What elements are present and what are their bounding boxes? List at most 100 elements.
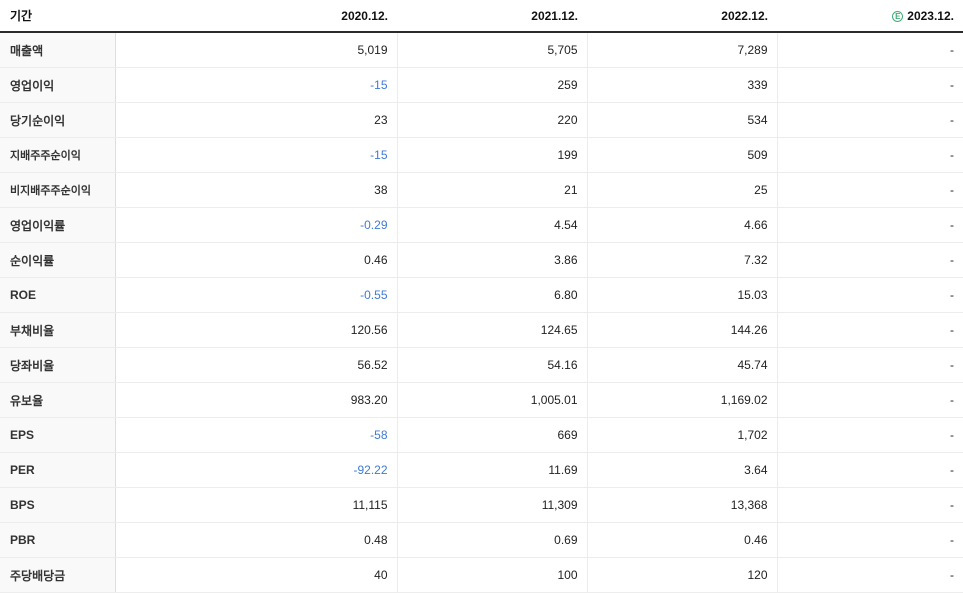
value-cell: 7,289	[587, 32, 778, 68]
row-label-controlling-net-income: 지배주주순이익	[0, 137, 116, 173]
table-row: ROE -0.55 6.80 15.03 -	[0, 277, 963, 313]
table-row: EPS -58 669 1,702 -	[0, 417, 963, 453]
row-label-roe: ROE	[0, 277, 116, 313]
col-header-2023-label: 2023.12.	[907, 8, 954, 23]
table-row: PBR 0.48 0.69 0.46 -	[0, 522, 963, 558]
value-cell: 669	[397, 417, 588, 453]
table-row: 순이익률 0.46 3.86 7.32 -	[0, 242, 963, 278]
value-cell: -	[777, 277, 963, 313]
value-cell: -	[777, 382, 963, 418]
value-cell: 11.69	[397, 452, 588, 488]
value-cell: 25	[587, 172, 778, 208]
value-cell: 3.64	[587, 452, 778, 488]
row-label-revenue: 매출액	[0, 32, 116, 68]
value-cell: -	[777, 312, 963, 348]
value-cell: -	[777, 487, 963, 523]
value-cell: 1,005.01	[397, 382, 588, 418]
value-cell: 0.69	[397, 522, 588, 558]
table-row: 당좌비율 56.52 54.16 45.74 -	[0, 347, 963, 383]
value-cell: 509	[587, 137, 778, 173]
value-cell: -	[777, 522, 963, 558]
row-label-net-income: 당기순이익	[0, 102, 116, 138]
value-cell: 199	[397, 137, 588, 173]
value-cell: 11,115	[115, 487, 398, 523]
value-cell: -	[777, 137, 963, 173]
value-cell: 54.16	[397, 347, 588, 383]
row-label-debt-ratio: 부채비율	[0, 312, 116, 348]
value-cell: -	[777, 452, 963, 488]
period-header: 기간	[0, 0, 115, 32]
value-cell: -	[777, 347, 963, 383]
header-row: 기간 2020.12. 2021.12. 2022.12. E 2023.12.	[0, 0, 963, 32]
row-label-reserve-ratio: 유보율	[0, 382, 116, 418]
value-cell: 534	[587, 102, 778, 138]
value-cell: 0.46	[587, 522, 778, 558]
value-cell: 220	[397, 102, 588, 138]
value-cell: 124.65	[397, 312, 588, 348]
col-header-2021: 2021.12.	[397, 0, 587, 32]
value-cell: -	[777, 32, 963, 68]
row-label-net-margin: 순이익률	[0, 242, 116, 278]
value-cell: 0.48	[115, 522, 398, 558]
value-cell: 120.56	[115, 312, 398, 348]
col-header-2020: 2020.12.	[115, 0, 397, 32]
estimate-icon: E	[892, 10, 904, 22]
table-row: 주당배당금 40 100 120 -	[0, 557, 963, 593]
value-cell: 1,169.02	[587, 382, 778, 418]
table-row: PER -92.22 11.69 3.64 -	[0, 452, 963, 488]
value-cell: 144.26	[587, 312, 778, 348]
table-row: 지배주주순이익 -15 199 509 -	[0, 137, 963, 173]
value-cell: 15.03	[587, 277, 778, 313]
row-label-bps: BPS	[0, 487, 116, 523]
value-cell: -15	[115, 67, 398, 103]
value-cell: -	[777, 417, 963, 453]
value-cell: -	[777, 67, 963, 103]
value-cell: 5,019	[115, 32, 398, 68]
value-cell: -	[777, 557, 963, 593]
row-label-per: PER	[0, 452, 116, 488]
value-cell: 4.54	[397, 207, 588, 243]
value-cell: 1,702	[587, 417, 778, 453]
table-row: 유보율 983.20 1,005.01 1,169.02 -	[0, 382, 963, 418]
value-cell: -	[777, 102, 963, 138]
value-cell: 21	[397, 172, 588, 208]
value-cell: 100	[397, 557, 588, 593]
value-cell: 259	[397, 67, 588, 103]
col-header-2023-estimate: E 2023.12.	[777, 0, 963, 32]
value-cell: 5,705	[397, 32, 588, 68]
value-cell: 23	[115, 102, 398, 138]
value-cell: 45.74	[587, 347, 778, 383]
value-cell: 56.52	[115, 347, 398, 383]
table-row: 당기순이익 23 220 534 -	[0, 102, 963, 138]
value-cell: -92.22	[115, 452, 398, 488]
value-cell: -58	[115, 417, 398, 453]
col-header-2022: 2022.12.	[587, 0, 777, 32]
value-cell: -	[777, 207, 963, 243]
row-label-operating-margin: 영업이익률	[0, 207, 116, 243]
value-cell: 6.80	[397, 277, 588, 313]
value-cell: -0.55	[115, 277, 398, 313]
value-cell: -	[777, 172, 963, 208]
table-row: BPS 11,115 11,309 13,368 -	[0, 487, 963, 523]
value-cell: 4.66	[587, 207, 778, 243]
value-cell: -0.29	[115, 207, 398, 243]
row-label-dividend-per-share: 주당배당금	[0, 557, 116, 593]
table-row: 매출액 5,019 5,705 7,289 -	[0, 32, 963, 68]
table-row: 영업이익률 -0.29 4.54 4.66 -	[0, 207, 963, 243]
value-cell: 11,309	[397, 487, 588, 523]
value-cell: -	[777, 242, 963, 278]
row-label-non-controlling-net-income: 비지배주주순이익	[0, 172, 116, 208]
row-label-pbr: PBR	[0, 522, 116, 558]
value-cell: 40	[115, 557, 398, 593]
value-cell: 339	[587, 67, 778, 103]
table-row: 비지배주주순이익 38 21 25 -	[0, 172, 963, 208]
table-row: 부채비율 120.56 124.65 144.26 -	[0, 312, 963, 348]
table-row: 영업이익 -15 259 339 -	[0, 67, 963, 103]
value-cell: 7.32	[587, 242, 778, 278]
row-label-operating-profit: 영업이익	[0, 67, 116, 103]
value-cell: 3.86	[397, 242, 588, 278]
value-cell: 13,368	[587, 487, 778, 523]
row-label-eps: EPS	[0, 417, 116, 453]
